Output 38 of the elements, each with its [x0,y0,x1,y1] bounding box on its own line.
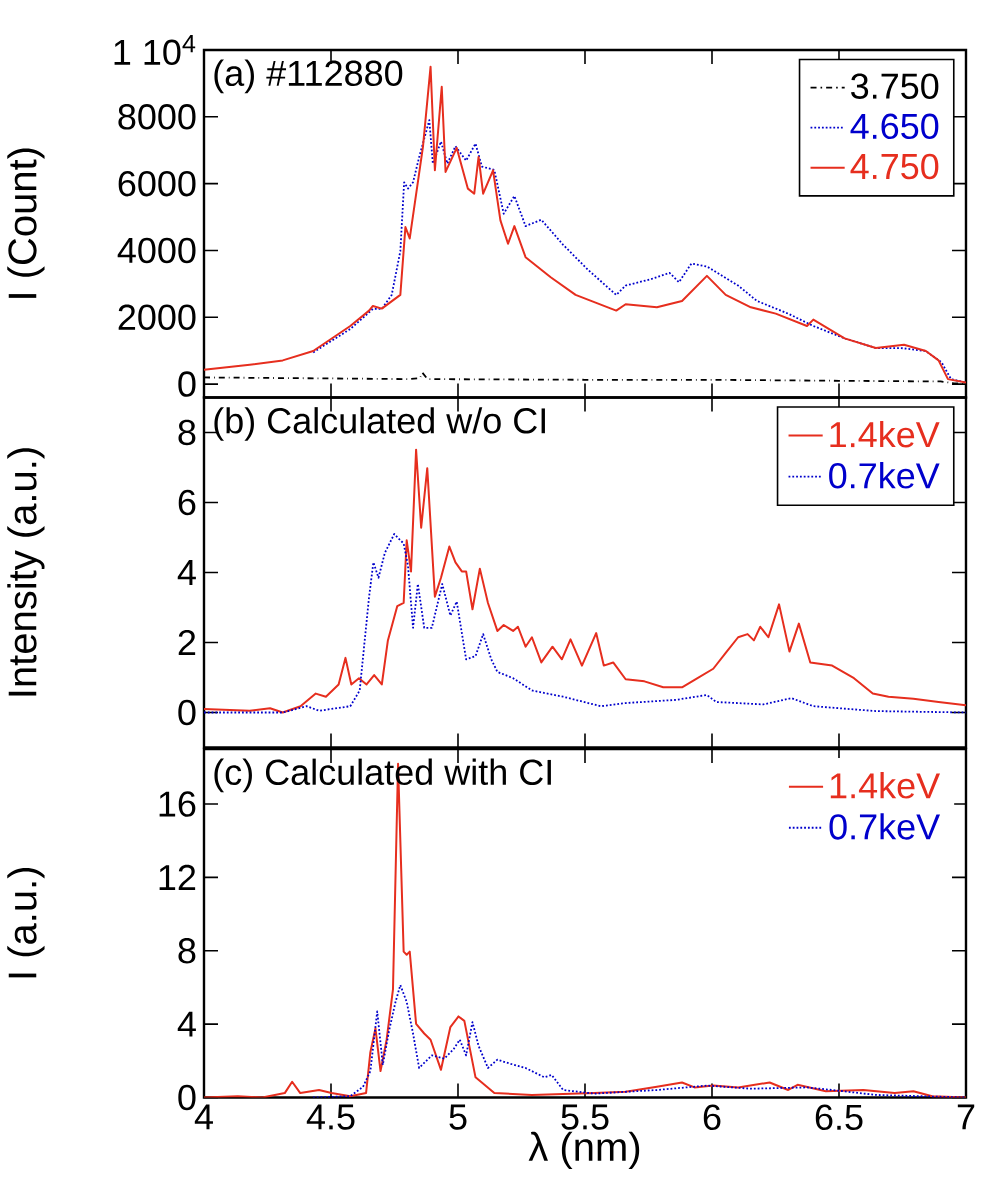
x-tick-label: 6.5 [815,1104,863,1131]
y-tick-label: 4 [177,1011,196,1037]
y-axis-title: I (Count) [7,148,45,298]
y-tick-label: 2000 [118,304,196,331]
legend-label: 0.7keV [829,813,941,840]
y-tick-label: 8000 [118,104,196,130]
y-tick-label: 8 [178,419,196,446]
y-tick-label: 1 10$^{4}$ [114,34,196,66]
legend-label: 1.4keV [830,772,941,799]
y-axis-title: Intensity (a.u.) [7,448,45,696]
y-tick-label: 0 [178,371,196,397]
chart-title: (b) Calculated w/o CI [214,407,545,441]
legend-label: 0.7keV [829,462,940,489]
y-tick-label: 0 [178,699,196,726]
legend-label: 1.4keV [830,421,940,448]
x-tick-label: 5.5 [561,1104,609,1130]
x-tick-label: 4 [194,1104,213,1130]
y-tick-label: 12 [159,864,196,890]
legend-label: 4.650 [850,113,939,140]
x-axis-title: λ (nm) [528,1131,640,1170]
x-tick-label: 7 [957,1104,975,1130]
y-tick-label: 2 [178,629,196,656]
legend-label: 3.750 [851,73,939,99]
chart-title: (a) #112880 [214,59,403,94]
legend-label: 4.750 [850,153,939,180]
y-axis-title: I (a.u.) [7,867,45,978]
y-tick-label: 8 [178,938,196,964]
y-tick-label: 4 [177,560,196,585]
x-tick-label: 4.5 [306,1104,355,1130]
line-series [203,533,966,714]
x-tick-label: 5 [449,1104,467,1130]
y-tick-label: 0 [178,1084,196,1111]
y-tick-label: 6000 [118,170,196,197]
y-tick-label: 6 [178,489,196,516]
y-tick-label: 16 [159,791,196,817]
y-tick-label: 4000 [117,237,196,264]
x-tick-label: 6 [703,1104,721,1131]
line-series [203,448,966,714]
